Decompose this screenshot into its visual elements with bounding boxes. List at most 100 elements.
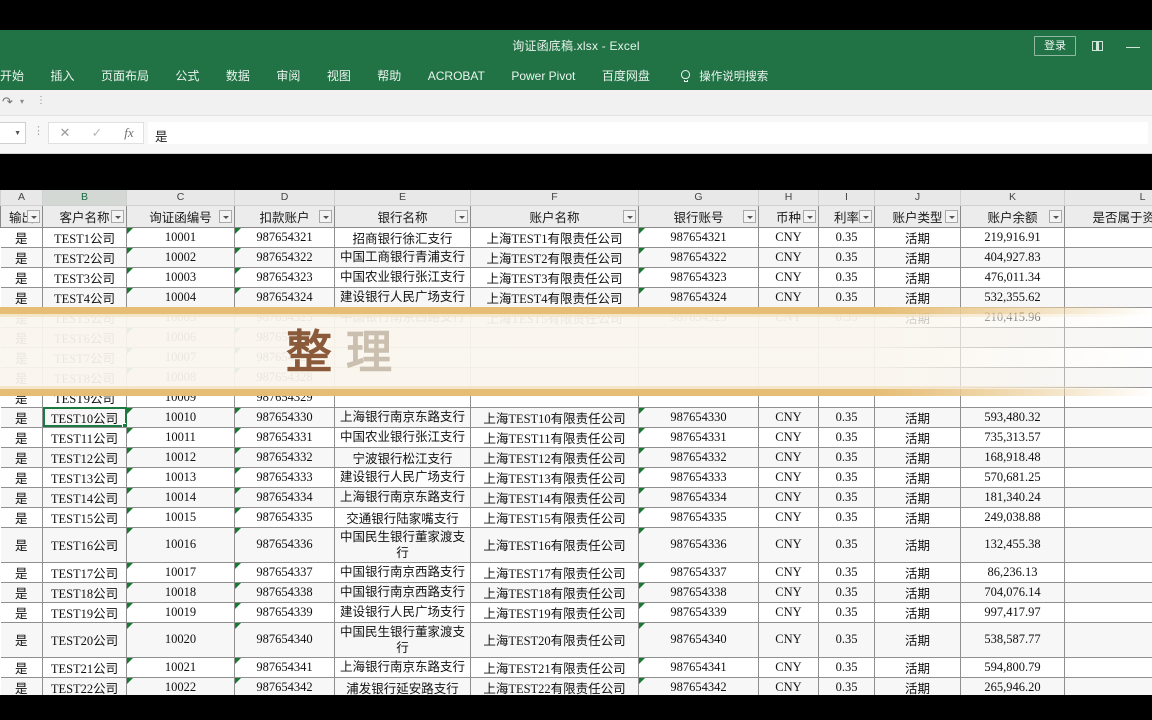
cell-rate[interactable]: 0.35 (818, 506, 875, 528)
cell-account-type[interactable]: 活期 (874, 581, 961, 603)
cell-balance[interactable]: 997,417.97 (960, 601, 1065, 623)
cell-currency[interactable]: CNY (758, 526, 819, 563)
header-cell-customer[interactable]: 客户名称 (42, 204, 127, 228)
cell-fund-pooling[interactable] (1064, 486, 1152, 508)
cell-letter-no[interactable]: 10020 (126, 621, 235, 658)
table-row[interactable]: 是 TEST11公司 10011 987654331 中国农业银行张江支行 上海TEST1… (0, 426, 1152, 448)
cell-bank-name[interactable]: 建设银行人民广场支行 (334, 466, 471, 488)
cell-bank-account[interactable] (638, 366, 759, 388)
cell-letter-no[interactable]: 10013 (126, 466, 235, 488)
cell-account-type[interactable]: 活期 (874, 486, 961, 508)
cell-account-type[interactable]: 活期 (874, 266, 961, 288)
cell-debit-account[interactable]: 987654335 (234, 506, 335, 528)
header-cell-rate[interactable]: 利率 (818, 204, 875, 228)
table-row[interactable]: 是 TEST13公司 10013 987654333 建设银行人民广场支行 上海TEST1… (0, 466, 1152, 488)
cell-customer-name[interactable]: TEST10公司 (42, 406, 127, 428)
cell-account-name[interactable]: 上海TEST1有限责任公司 (470, 226, 639, 248)
cell-rate[interactable]: 0.35 (818, 656, 875, 678)
filter-dropdown-icon[interactable] (623, 209, 636, 223)
header-cell-output[interactable]: 输出 (0, 204, 43, 228)
cell-output[interactable]: 是 (0, 506, 43, 528)
cell-output[interactable]: 是 (0, 561, 43, 583)
cell-balance[interactable]: 594,800.79 (960, 656, 1065, 678)
cell-letter-no[interactable]: 10022 (126, 676, 235, 695)
cell-account-type[interactable]: 活期 (874, 286, 961, 308)
cell-fund-pooling[interactable] (1064, 426, 1152, 448)
column-header-h[interactable]: H (758, 190, 819, 206)
filter-dropdown-icon[interactable] (1049, 209, 1062, 223)
cell-fund-pooling[interactable] (1064, 266, 1152, 288)
cell-bank-account[interactable]: 987654325 (638, 306, 759, 328)
cell-bank-name[interactable]: 中国银行南京西路支行 (334, 561, 471, 583)
cell-account-name[interactable]: 上海TEST18有限责任公司 (470, 581, 639, 603)
tab-insert[interactable]: 插入 (50, 69, 75, 83)
cell-rate[interactable]: 0.35 (818, 621, 875, 658)
cell-rate[interactable] (818, 366, 875, 388)
cell-output[interactable]: 是 (0, 306, 43, 328)
cell-currency[interactable]: CNY (758, 466, 819, 488)
cell-letter-no[interactable]: 10015 (126, 506, 235, 528)
cell-currency[interactable] (758, 326, 819, 348)
tab-view[interactable]: 视图 (326, 69, 351, 83)
cell-currency[interactable]: CNY (758, 581, 819, 603)
cell-debit-account[interactable]: 987654333 (234, 466, 335, 488)
cell-output[interactable]: 是 (0, 581, 43, 603)
cell-letter-no[interactable]: 10011 (126, 426, 235, 448)
cell-account-name[interactable]: 上海TEST5有限责任公司 (470, 306, 639, 328)
cell-customer-name[interactable]: TEST17公司 (42, 561, 127, 583)
cell-output[interactable]: 是 (0, 526, 43, 563)
cell-balance[interactable]: 570,681.25 (960, 466, 1065, 488)
cell-rate[interactable] (818, 386, 875, 408)
header-cell-letter-no[interactable]: 询证函编号 (126, 204, 235, 228)
cell-account-name[interactable]: 上海TEST2有限责任公司 (470, 246, 639, 268)
cell-balance[interactable]: 181,340.24 (960, 486, 1065, 508)
cell-account-name[interactable]: 上海TEST12有限责任公司 (470, 446, 639, 468)
cell-fund-pooling[interactable] (1064, 676, 1152, 695)
cell-rate[interactable]: 0.35 (818, 601, 875, 623)
cell-balance[interactable]: 168,918.48 (960, 446, 1065, 468)
column-header-j[interactable]: J (874, 190, 961, 206)
cell-letter-no[interactable]: 10017 (126, 561, 235, 583)
cell-account-name[interactable]: 上海TEST16有限责任公司 (470, 526, 639, 563)
cell-balance[interactable]: 219,916.91 (960, 226, 1065, 248)
cell-customer-name[interactable]: TEST19公司 (42, 601, 127, 623)
cell-debit-account[interactable]: 987654341 (234, 656, 335, 678)
tab-review[interactable]: 审阅 (276, 69, 301, 83)
cell-currency[interactable]: CNY (758, 656, 819, 678)
cell-bank-name[interactable]: 建设银行人民广场支行 (334, 286, 471, 308)
filter-dropdown-icon[interactable] (111, 209, 124, 223)
cell-balance[interactable]: 538,587.77 (960, 621, 1065, 658)
cell-currency[interactable]: CNY (758, 621, 819, 658)
cell-customer-name[interactable]: TEST14公司 (42, 486, 127, 508)
cell-bank-name[interactable]: 浦发银行延安路支行 (334, 676, 471, 695)
cell-bank-name[interactable]: 中国农业银行张江支行 (334, 426, 471, 448)
cell-currency[interactable]: CNY (758, 226, 819, 248)
cell-debit-account[interactable]: 987654325 (234, 306, 335, 328)
filter-dropdown-icon[interactable] (803, 209, 816, 223)
cell-letter-no[interactable]: 10016 (126, 526, 235, 563)
cell-debit-account[interactable]: 987654338 (234, 581, 335, 603)
cell-bank-name[interactable]: 中国银行南京西路支行 (334, 306, 471, 328)
cell-debit-account[interactable]: 987654328 (234, 366, 335, 388)
cell-customer-name[interactable]: TEST4公司 (42, 286, 127, 308)
cell-bank-account[interactable]: 987654334 (638, 486, 759, 508)
cell-fund-pooling[interactable] (1064, 656, 1152, 678)
cell-bank-name[interactable]: 中国工商银行青浦支行 (334, 246, 471, 268)
cell-fund-pooling[interactable] (1064, 466, 1152, 488)
confirm-edit-icon[interactable]: ✓ (91, 125, 103, 140)
cell-customer-name[interactable]: TEST11公司 (42, 426, 127, 448)
filter-dropdown-icon[interactable] (945, 209, 958, 223)
cell-debit-account[interactable]: 987654329 (234, 386, 335, 408)
cell-account-type[interactable] (874, 326, 961, 348)
insert-function-icon[interactable]: fx (124, 125, 134, 140)
table-row[interactable]: 是 TEST16公司 10016 987654336 中国民生银行董家渡支行 上海TEST… (0, 526, 1152, 563)
cell-debit-account[interactable]: 987654324 (234, 286, 335, 308)
tab-data[interactable]: 数据 (225, 69, 250, 83)
cell-balance[interactable]: 593,480.32 (960, 406, 1065, 428)
cell-balance[interactable]: 265,946.20 (960, 676, 1065, 695)
cell-output[interactable]: 是 (0, 346, 43, 368)
cell-balance[interactable]: 210,415.96 (960, 306, 1065, 328)
cell-balance[interactable]: 404,927.83 (960, 246, 1065, 268)
cell-currency[interactable] (758, 366, 819, 388)
cell-output[interactable]: 是 (0, 621, 43, 658)
